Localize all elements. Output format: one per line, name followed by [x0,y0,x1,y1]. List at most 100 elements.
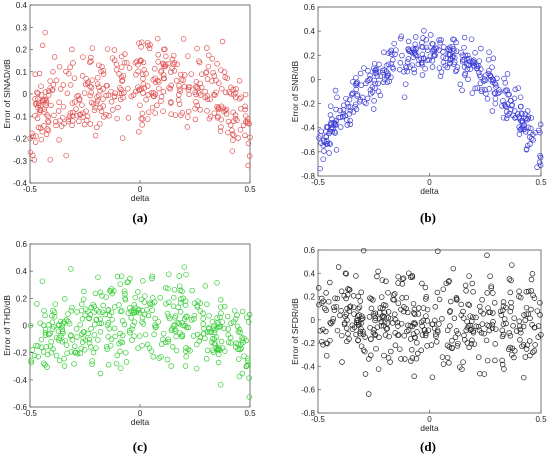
scatter-point [181,264,188,270]
scatter-point [215,113,221,120]
scatter-point [95,74,101,81]
scatter-point [473,314,479,321]
scatter-point [202,88,208,95]
scatter-point [508,299,514,306]
scatter-point [173,347,180,354]
scatter-point [477,74,484,80]
scatter-point [168,100,174,106]
scatter-point [156,355,162,361]
scatter-point [371,60,378,67]
scatter-point [238,106,244,112]
scatter-point [423,313,429,319]
scatter-point [399,276,406,282]
scatter-point [537,312,543,318]
scatter-point [353,80,359,87]
scatter-point [331,120,337,127]
scatter-point [519,343,525,350]
scatter-point [469,337,475,344]
scatter-point [464,66,471,73]
scatter-point [413,355,420,362]
scatter-point [477,80,484,87]
scatter-point [217,381,224,388]
scatter-point [503,103,509,110]
scatter-point [386,333,392,340]
scatter-point [527,141,533,147]
scatter-point [67,333,74,339]
scatter-point [123,349,129,356]
scatter-point [428,342,435,348]
y-tick-label: -0.4 [301,124,315,133]
scatter-point [155,52,161,58]
scatter-point [470,289,476,295]
scatter-point [77,321,83,328]
scatter-point [146,45,153,52]
scatter-point [97,316,104,322]
scatter-point [439,316,445,322]
scatter-point [165,285,171,292]
scatter-point [237,126,244,133]
scatter-point [455,340,461,347]
scatter-point [339,332,345,339]
scatter-point [518,125,524,132]
scatter-point [183,353,189,360]
scatter-point [501,316,508,322]
scatter-point [378,319,385,325]
scatter-point [179,319,185,326]
scatter-point [135,61,141,68]
scatter-point [31,352,38,359]
scatter-point [94,307,100,313]
x-axis-label: delta [131,417,150,427]
scatter-point [100,103,106,109]
scatter-point [204,347,211,354]
scatter-point [370,297,376,303]
y-tick-label: -0.4 [301,362,315,371]
scatter-point [69,100,76,106]
scatter-point [215,321,222,327]
scatter-point [445,51,452,58]
scatter-point [418,347,424,354]
scatter-point [343,271,349,277]
scatter-point [537,299,543,306]
scatter-point [411,69,418,76]
scatter-point [453,39,459,46]
scatter-point [348,92,355,98]
scatter-point [346,286,352,293]
scatter-point [163,53,169,60]
y-tick-label: 0.2 [16,46,28,55]
scatter-point [523,304,530,311]
scatter-point [134,58,140,65]
scatter-point [118,308,125,314]
scatter-point [225,326,231,332]
scatter-point [63,68,69,75]
y-tick-label: -0.8 [301,172,315,181]
x-tick-label: 0.5 [535,415,547,424]
scatter-point [528,276,535,283]
y-tick-label: -0.2 [13,135,27,144]
scatter-point [497,308,504,315]
scatter-point [238,94,244,100]
scatter-point [460,308,466,315]
scatter-point [515,111,521,117]
scatter-point [104,346,110,352]
scatter-point [52,301,59,307]
scatter-point [103,111,109,118]
scatter-point [482,77,489,84]
y-tick-label: 0.6 [304,3,316,12]
x-axis-label: delta [131,193,150,203]
scatter-point [140,278,146,284]
scatter-point [404,68,410,75]
scatter-point [168,111,174,117]
x-tick-label: 0.5 [244,185,256,194]
scatter-point [94,124,100,131]
scatter-point [356,312,362,318]
scatter-point [66,113,73,119]
scatter-point [513,328,520,334]
scatter-point [154,35,161,42]
scatter-point [499,357,505,364]
chart-panel-1: -0.5 0 0.5 -0.4 -0.3 -0.2 -0.1 0 0.1 0.2 0.3 0.4 del… [2,1,256,225]
scatter-point [409,49,415,56]
scatter-point [423,37,430,43]
scatter-point [190,333,197,339]
scatter-point [162,339,169,346]
scatter-point [132,88,139,95]
